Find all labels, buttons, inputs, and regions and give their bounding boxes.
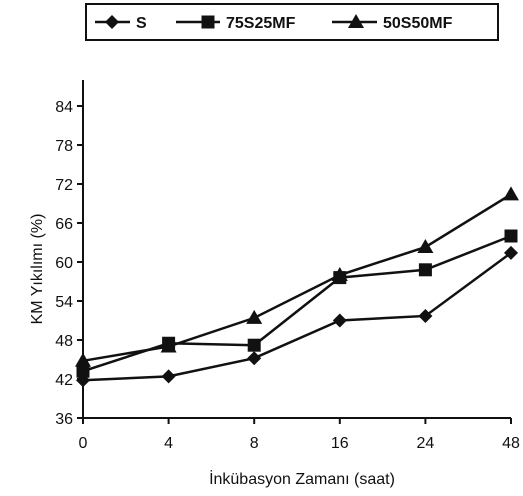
y-axis-title: KM Yıkılımı (%)	[29, 214, 46, 325]
legend-marker-S	[105, 15, 119, 29]
data-point-75S25MF	[247, 338, 261, 352]
legend-label-S: S	[136, 15, 147, 32]
x-tick-label: 48	[502, 435, 520, 452]
y-tick-label: 84	[55, 99, 73, 116]
x-tick-label: 8	[250, 435, 259, 452]
legend-marker-75S25MF	[201, 15, 215, 29]
series-line-50S50MF	[82, 193, 512, 363]
data-point-S	[504, 245, 518, 260]
series-line-S	[82, 251, 512, 382]
data-point-50S50MF	[417, 239, 434, 254]
data-point-50S50MF	[246, 309, 263, 324]
x-tick-label: 16	[331, 435, 349, 452]
y-tick-label: 72	[55, 177, 73, 194]
x-tick-label: 4	[164, 435, 173, 452]
y-tick-label: 54	[55, 294, 73, 311]
data-point-50S50MF	[160, 338, 177, 353]
legend-label-75S25MF: 75S25MF	[226, 15, 296, 32]
legend-box	[85, 3, 499, 41]
x-axis-title: İnkübasyon Zamanı (saat)	[209, 469, 395, 488]
y-tick-label: 66	[55, 216, 73, 233]
legend: S 75S25MF 50S50MF	[85, 3, 499, 41]
series-group	[75, 186, 519, 388]
data-point-50S50MF	[75, 352, 91, 367]
data-point-S	[161, 369, 176, 384]
x-tick-label: 24	[417, 435, 435, 452]
data-point-S	[332, 313, 347, 328]
data-point-S	[418, 308, 433, 323]
data-point-50S50MF	[503, 186, 519, 201]
data-point-75S25MF	[418, 263, 432, 277]
y-tick-label: 36	[55, 411, 73, 428]
legend-label-50S50MF: 50S50MF	[383, 15, 453, 32]
y-tick-label: 78	[55, 138, 73, 155]
legend-marker-50S50MF	[348, 14, 364, 28]
data-point-S	[247, 351, 262, 366]
data-point-75S25MF	[76, 364, 90, 378]
data-point-75S25MF	[504, 229, 518, 243]
y-tick-label: 60	[55, 255, 73, 272]
data-point-50S50MF	[331, 267, 348, 281]
y-tick-label: 48	[55, 333, 73, 350]
y-tick-label: 42	[55, 372, 73, 389]
x-tick-label: 0	[79, 435, 88, 452]
